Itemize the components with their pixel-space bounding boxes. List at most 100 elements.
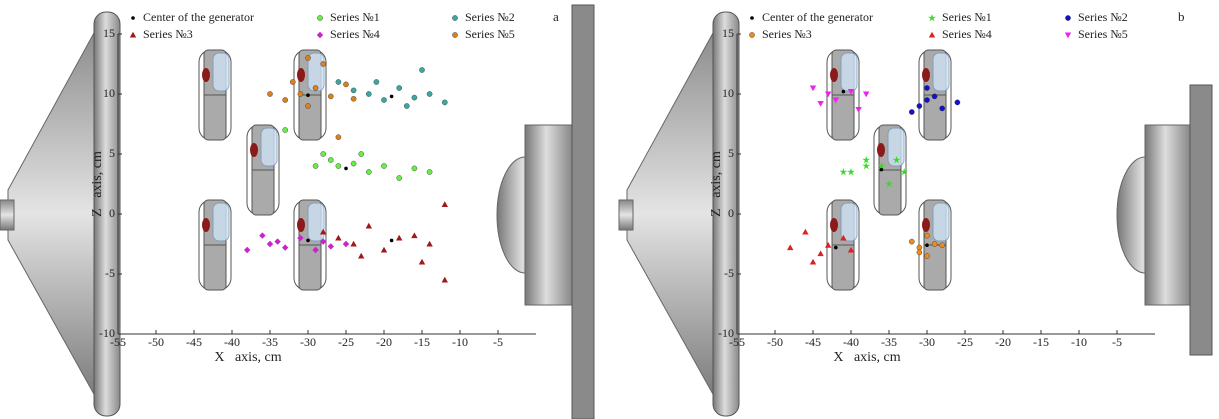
point xyxy=(365,91,372,97)
point xyxy=(924,232,930,239)
legend-marker xyxy=(452,15,458,21)
point xyxy=(892,155,901,164)
point xyxy=(350,87,357,94)
x-tick-label: -15 xyxy=(1033,335,1049,349)
point xyxy=(380,246,388,253)
x-tick-label: -5 xyxy=(1112,335,1122,349)
point xyxy=(266,240,274,248)
tire-sidewall xyxy=(212,202,230,242)
point xyxy=(335,234,342,241)
point xyxy=(862,155,871,164)
legend-marker xyxy=(928,31,936,38)
series xyxy=(282,127,433,181)
point xyxy=(840,234,847,241)
point xyxy=(403,103,410,109)
x-tick-label: -40 xyxy=(224,335,240,349)
point xyxy=(916,249,923,256)
x-tick-label: -20 xyxy=(995,335,1011,349)
tire-patch xyxy=(830,218,838,232)
tire-sketch xyxy=(198,199,232,291)
tire-sketch xyxy=(826,49,860,141)
point xyxy=(426,91,433,97)
device-body xyxy=(1144,124,1191,306)
point xyxy=(343,81,349,88)
wall xyxy=(1189,84,1213,356)
point xyxy=(305,55,311,61)
generator-rod xyxy=(618,199,634,231)
x-tick-label: -45 xyxy=(186,335,202,349)
tire-sidewall xyxy=(932,202,950,242)
series xyxy=(809,85,870,113)
point xyxy=(954,99,961,106)
legend-label: Series №1 xyxy=(330,10,380,24)
generator-rod xyxy=(0,199,15,231)
point xyxy=(909,238,915,245)
point xyxy=(847,246,855,253)
point xyxy=(396,85,403,91)
tire-patch xyxy=(297,218,305,232)
y-tick-label: 5 xyxy=(109,146,115,160)
point xyxy=(916,244,923,251)
tire-sketch xyxy=(293,49,327,141)
x-tick-label: -35 xyxy=(881,335,897,349)
point xyxy=(381,97,387,103)
x-tick-label: -55 xyxy=(110,335,126,349)
point xyxy=(365,169,372,175)
point xyxy=(396,175,403,181)
point xyxy=(411,94,418,101)
legend-label: Series №1 xyxy=(942,10,992,24)
point xyxy=(441,276,448,283)
x-axis-title: X axis, cm xyxy=(214,350,281,365)
tire-sidewall xyxy=(932,52,950,92)
series xyxy=(267,55,357,140)
point xyxy=(809,85,817,92)
point xyxy=(847,89,855,95)
y-tick-label: 10 xyxy=(103,86,115,100)
legend-label: Series №4 xyxy=(942,27,992,41)
point xyxy=(289,79,296,85)
x-tick-label: -30 xyxy=(300,335,316,349)
point xyxy=(305,103,311,109)
y-tick-label: 15 xyxy=(722,26,734,40)
tire-sketch xyxy=(246,124,280,216)
point xyxy=(817,101,824,107)
point xyxy=(855,107,862,113)
point xyxy=(320,61,327,67)
tire-patch xyxy=(877,143,885,157)
point xyxy=(877,161,886,170)
point xyxy=(900,167,909,176)
point xyxy=(297,91,304,97)
point xyxy=(839,167,848,176)
x-axis-title: X axis, cm xyxy=(833,350,900,365)
series xyxy=(787,228,855,265)
point xyxy=(350,96,357,102)
legend-marker xyxy=(928,13,936,22)
point xyxy=(931,93,938,100)
point xyxy=(925,243,929,247)
point xyxy=(419,67,425,73)
point xyxy=(787,244,794,251)
panel-label: a xyxy=(553,9,559,24)
x-tick-label: -30 xyxy=(919,335,935,349)
x-tick-label: -10 xyxy=(452,335,468,349)
legend-label: Series №3 xyxy=(762,27,812,41)
tire-sidewall xyxy=(307,52,325,92)
legend-label: Series №5 xyxy=(465,27,515,41)
point xyxy=(825,91,832,98)
tire-patch xyxy=(830,68,838,82)
point xyxy=(327,157,334,163)
decorations xyxy=(0,4,1213,419)
wall xyxy=(571,4,595,419)
point xyxy=(879,167,884,172)
tire-sidewall xyxy=(840,52,858,92)
device-body xyxy=(524,124,573,306)
point xyxy=(335,79,342,85)
y-tick-label: -5 xyxy=(105,266,115,280)
point xyxy=(924,253,930,259)
y-axis-title: Z axis, cm xyxy=(90,151,105,217)
legend-label: Series №2 xyxy=(1078,10,1128,24)
point xyxy=(306,93,310,97)
point xyxy=(441,99,448,106)
legend-label: Series №4 xyxy=(330,27,380,41)
x-tick-label: -5 xyxy=(493,335,503,349)
